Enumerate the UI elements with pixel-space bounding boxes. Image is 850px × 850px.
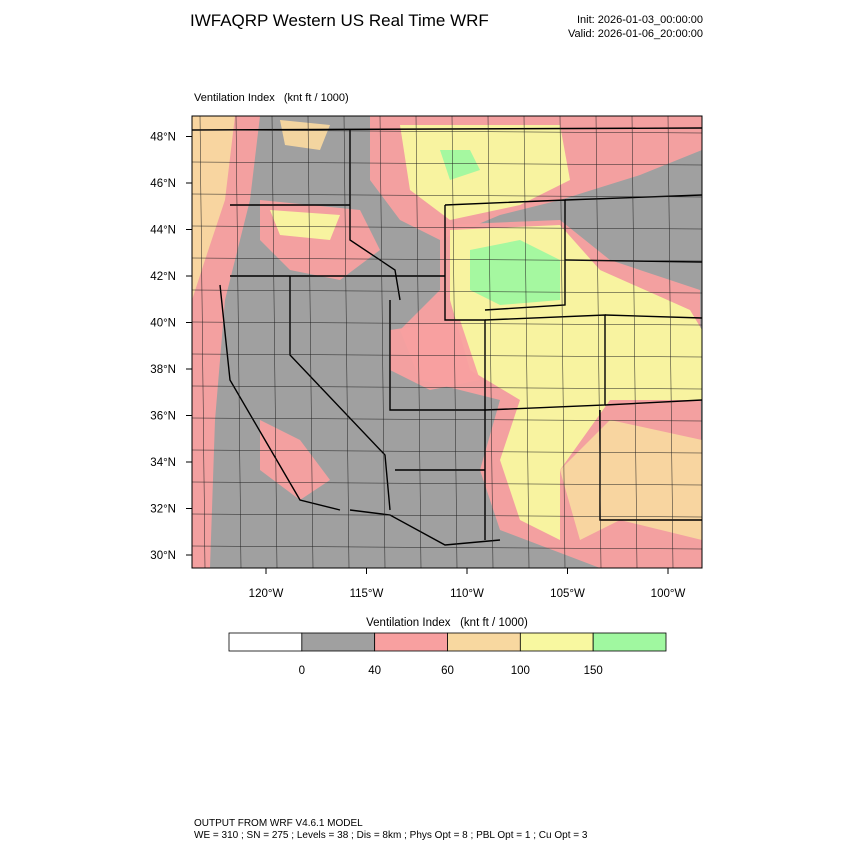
field bbox=[280, 120, 330, 150]
county-line bbox=[192, 129, 702, 134]
county-line bbox=[192, 449, 702, 454]
county-line bbox=[595, 116, 602, 568]
county-line bbox=[192, 161, 702, 166]
state-border bbox=[604, 399, 702, 406]
county-line bbox=[192, 225, 702, 230]
county-line bbox=[271, 116, 278, 568]
colorbar-label: 0 bbox=[299, 665, 305, 677]
footer-line: WE = 310 ; SN = 275 ; Levels = 38 ; Dis … bbox=[194, 830, 588, 841]
state-border bbox=[444, 205, 486, 540]
init-time: Init: 2026-01-03_00:00:00 bbox=[577, 14, 703, 26]
state-border bbox=[349, 509, 501, 546]
lon-label: 115°W bbox=[350, 588, 384, 600]
county-line bbox=[192, 353, 702, 358]
valid-time: Valid: 2026-01-06_20:00:00 bbox=[568, 28, 703, 40]
county-line bbox=[192, 321, 702, 326]
lat-label: 48°N bbox=[150, 132, 176, 144]
county-line bbox=[451, 116, 458, 568]
lon-label: 100°W bbox=[651, 588, 686, 600]
state-border bbox=[349, 130, 401, 301]
state-border bbox=[604, 314, 702, 319]
field bbox=[440, 150, 480, 180]
county-line bbox=[523, 116, 530, 568]
county-line bbox=[192, 513, 702, 518]
colorbar-title: Ventilation Index (knt ft / 1000) bbox=[366, 617, 528, 629]
map-ticks: 30°N 32°N 34°N 36°N 38°N 40°N 42°N 44°N 46°N 48°N… bbox=[150, 132, 685, 601]
lat-label: 40°N bbox=[150, 318, 176, 330]
county-line bbox=[667, 116, 674, 568]
page-title: IWFAQRP Western US Real Time WRF bbox=[190, 11, 489, 30]
state-border bbox=[444, 199, 566, 311]
colorbar-label: 40 bbox=[368, 665, 381, 677]
county-line bbox=[199, 116, 206, 568]
colorbar-box bbox=[592, 632, 667, 652]
lat-label: 30°N bbox=[150, 550, 176, 562]
field bbox=[270, 210, 340, 240]
field bbox=[470, 240, 560, 305]
state-border bbox=[564, 194, 702, 201]
county-line bbox=[307, 116, 314, 568]
footer-line: OUTPUT FROM WRF V4.6.1 MODEL bbox=[194, 818, 363, 829]
lon-label: 120°W bbox=[249, 588, 284, 600]
field bbox=[260, 420, 330, 500]
county-line bbox=[192, 545, 702, 550]
lat-label: 36°N bbox=[150, 411, 176, 423]
colorbar-box bbox=[519, 632, 594, 652]
county-line bbox=[631, 116, 638, 568]
lat-label: 42°N bbox=[150, 271, 176, 283]
state-border bbox=[389, 300, 485, 411]
county-line bbox=[415, 116, 422, 568]
county-line bbox=[192, 385, 702, 390]
colorbar: 0 40 60 100 150 bbox=[228, 632, 667, 677]
lat-label: 34°N bbox=[150, 457, 176, 469]
lat-label: 38°N bbox=[150, 364, 176, 376]
county-line bbox=[192, 417, 702, 422]
colorbar-box bbox=[301, 632, 376, 652]
county-line bbox=[379, 116, 386, 568]
lat-label: 44°N bbox=[150, 225, 176, 237]
county-line bbox=[192, 289, 702, 294]
colorbar-label: 100 bbox=[511, 665, 530, 677]
colorbar-label: 150 bbox=[584, 665, 603, 677]
county-line bbox=[559, 116, 566, 568]
colorbar-box bbox=[374, 632, 448, 652]
state-border bbox=[289, 276, 391, 511]
county-line bbox=[487, 116, 494, 568]
lon-label: 110°W bbox=[450, 588, 484, 600]
state-border bbox=[599, 410, 702, 521]
field bbox=[390, 320, 480, 390]
map bbox=[192, 116, 702, 568]
county-line bbox=[235, 116, 242, 568]
colorbar-box bbox=[228, 632, 303, 652]
field bbox=[560, 420, 702, 540]
lat-label: 32°N bbox=[150, 504, 176, 516]
lat-label: 46°N bbox=[150, 178, 176, 190]
colorbar-label: 60 bbox=[441, 665, 454, 677]
county-line bbox=[192, 193, 702, 198]
state-border bbox=[219, 284, 341, 511]
map-label: Ventilation Index (knt ft / 1000) bbox=[194, 92, 349, 104]
state-border bbox=[192, 127, 702, 131]
state-border bbox=[484, 314, 606, 411]
field bbox=[400, 125, 570, 220]
county-line bbox=[192, 257, 702, 262]
county-line bbox=[343, 116, 350, 568]
lon-label: 105°W bbox=[550, 588, 585, 600]
map-frame bbox=[191, 115, 703, 569]
colorbar-box bbox=[447, 632, 521, 652]
county-line bbox=[192, 481, 702, 486]
